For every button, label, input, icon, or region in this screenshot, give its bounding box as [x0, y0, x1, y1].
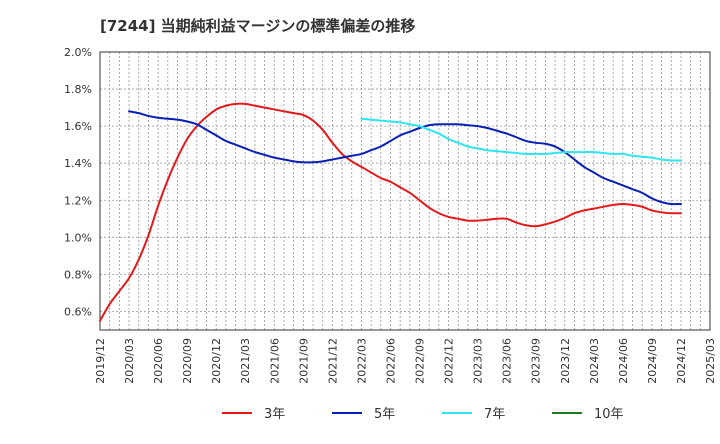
legend-label-0: 3年: [264, 407, 285, 422]
x-tick-label: 2021/12: [326, 338, 339, 384]
x-tick-label: 2022/03: [355, 338, 368, 384]
x-tick-label: 2020/03: [123, 338, 136, 384]
x-tick-label: 2024/12: [675, 338, 688, 384]
series-line-2: [360, 117, 682, 162]
x-tick-label: 2023/12: [559, 338, 572, 384]
x-tick-label: 2021/06: [268, 338, 281, 384]
x-tick-label: 2020/09: [181, 338, 194, 384]
series-lines: [99, 102, 682, 322]
x-tick-label: 2024/09: [646, 338, 659, 384]
legend: 3年 5年 7年 10年: [222, 407, 624, 422]
y-tick-label: 1.4%: [64, 157, 92, 170]
x-tick-label: 2022/09: [414, 338, 427, 384]
x-tick-label: 2021/03: [239, 338, 252, 384]
chart-title: [7244] 当期純利益マージンの標準偏差の推移: [100, 17, 415, 35]
y-tick-label: 0.8%: [64, 268, 92, 281]
series-line-1: [128, 110, 682, 206]
legend-label-3: 10年: [594, 407, 624, 422]
x-tick-label: 2025/03: [704, 338, 717, 384]
y-tick-label: 2.0%: [64, 46, 92, 59]
legend-label-1: 5年: [374, 407, 395, 422]
series-line-0: [99, 102, 682, 322]
y-tick-label: 1.8%: [64, 83, 92, 96]
x-tick-label: 2024/03: [588, 338, 601, 384]
x-tick-label: 2024/06: [617, 338, 630, 384]
x-tick-label: 2022/12: [443, 338, 456, 384]
y-tick-label: 1.0%: [64, 231, 92, 244]
x-tick-label: 2019/12: [94, 338, 107, 384]
x-tick-label: 2023/03: [472, 338, 485, 384]
x-tick-label: 2020/12: [210, 338, 223, 384]
x-tick-label: 2023/09: [530, 338, 543, 384]
x-tick-label: 2023/06: [501, 338, 514, 384]
axes: 0.6% 0.8% 1.0% 1.2% 1.4% 1.6% 1.8% 2.0% 2019/12 2…: [64, 46, 717, 384]
y-tick-label: 0.6%: [64, 305, 92, 318]
x-tick-label: 2022/06: [384, 338, 397, 384]
legend-label-2: 7年: [484, 407, 505, 422]
x-tick-label: 2021/09: [297, 338, 310, 384]
plot-frame: [99, 51, 711, 331]
y-tick-label: 1.6%: [64, 120, 92, 133]
x-tick-label: 2020/06: [152, 338, 165, 384]
y-tick-label: 1.2%: [64, 194, 92, 207]
